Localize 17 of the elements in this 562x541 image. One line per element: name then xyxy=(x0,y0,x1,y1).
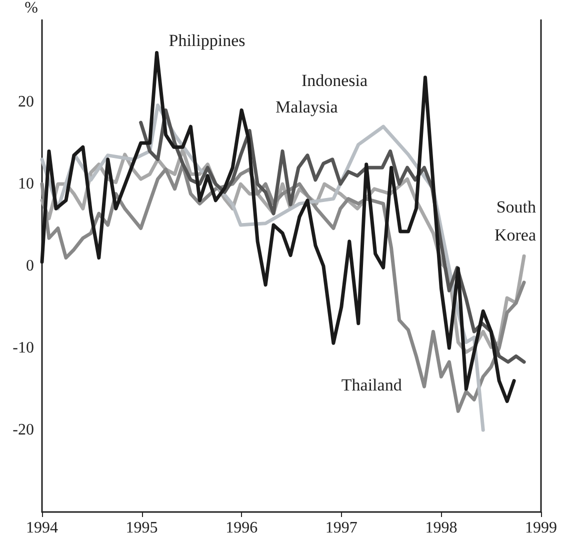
x-tick-label: 1996 xyxy=(226,520,258,536)
x-tick-label: 1994 xyxy=(26,520,58,536)
series-label: Philippines xyxy=(168,31,246,50)
y-axis-title: % xyxy=(24,0,38,16)
y-tick-label: -20 xyxy=(12,422,34,438)
y-tick-label: 20 xyxy=(18,94,34,110)
series-label: Malaysia xyxy=(276,97,338,116)
y-tick-label: 10 xyxy=(18,176,34,192)
text: Indonesia xyxy=(301,71,368,90)
x-tick-label: 1995 xyxy=(126,520,158,536)
series-label: Thailand xyxy=(341,375,402,394)
x-tick-label: 1997 xyxy=(325,520,358,536)
y-tick-label: 0 xyxy=(26,258,34,274)
y-tick-label: -10 xyxy=(12,340,34,356)
x-tick-label: 1999 xyxy=(525,520,557,536)
series-label: South Korea xyxy=(494,197,536,244)
x-tick-label: 1998 xyxy=(425,520,458,536)
